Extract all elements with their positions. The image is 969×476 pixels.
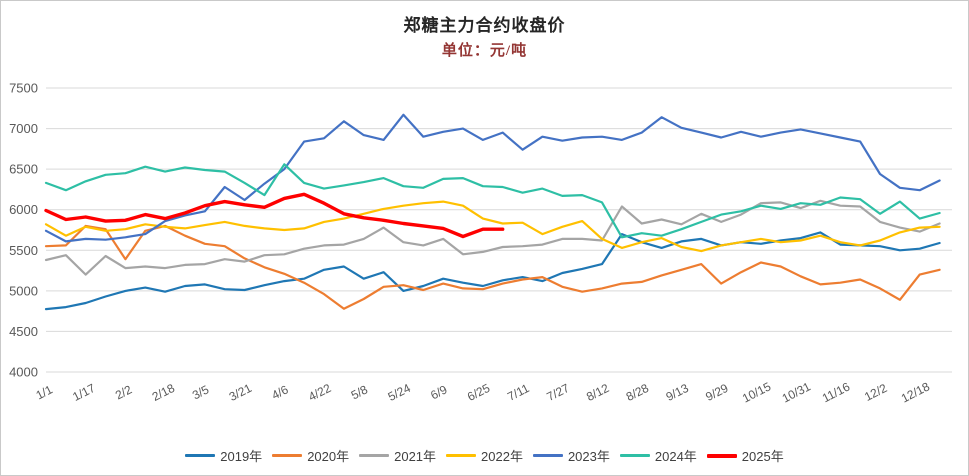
series-line-2023年 xyxy=(44,113,941,243)
legend-label: 2022年 xyxy=(481,449,523,464)
legend-label: 2019年 xyxy=(220,449,263,464)
legend-line-swatch-icon xyxy=(359,454,390,457)
legend-label: 2024年 xyxy=(654,449,697,464)
y-axis-tick-label: 5000 xyxy=(9,283,38,298)
x-axis-tick-label: 4/22 xyxy=(306,381,333,404)
x-axis-tick-label: 4/6 xyxy=(269,382,291,402)
y-axis-tick-label: 6000 xyxy=(9,202,38,217)
x-axis-tick-label: 6/9 xyxy=(428,382,450,402)
x-axis-tick-label: 3/21 xyxy=(227,381,254,404)
x-axis-tick-label: 1/1 xyxy=(34,382,56,402)
x-axis-tick-label: 8/28 xyxy=(624,381,651,404)
chart-subtitle: 单位：元/吨 xyxy=(441,43,528,59)
x-axis-tick-label: 7/11 xyxy=(505,381,532,404)
series-line-2020年 xyxy=(44,224,941,310)
legend-item-2023年: 2023年 xyxy=(532,446,610,465)
x-axis-tick-label: 10/31 xyxy=(780,379,813,405)
x-axis-tick-label: 2/2 xyxy=(113,382,135,402)
x-axis-tick-label: 3/5 xyxy=(190,382,212,402)
x-axis-tick-label: 5/8 xyxy=(349,382,371,402)
x-axis-tick-label: 11/16 xyxy=(820,379,853,405)
x-axis-tick-label: 2/18 xyxy=(150,381,177,404)
x-axis-tick-label: 5/24 xyxy=(386,381,413,404)
x-axis-tick-label: 8/12 xyxy=(584,381,611,404)
legend-line-swatch-icon xyxy=(185,454,216,457)
x-axis-tick-label: 1/17 xyxy=(70,381,97,404)
legend-item-2022年: 2022年 xyxy=(446,446,523,465)
y-axis-tick-label: 7000 xyxy=(9,121,38,136)
legend-line-swatch-icon xyxy=(446,454,477,457)
x-axis-tick-label: 9/13 xyxy=(664,381,691,404)
y-axis-tick-label: 7500 xyxy=(9,81,38,96)
chart-legend: 2019年 2020年 2021年 2022年 2023年 2024年 2025年 xyxy=(1,446,968,465)
legend-item-2020年: 2020年 xyxy=(272,446,349,465)
y-axis-tick-label: 6500 xyxy=(9,162,38,177)
x-axis-tick-label: 12/2 xyxy=(862,381,889,404)
legend-item-2024年: 2024年 xyxy=(619,446,697,465)
legend-label: 2021年 xyxy=(394,449,437,464)
legend-label: 2025年 xyxy=(741,449,784,464)
x-axis-tick-label: 6/25 xyxy=(465,381,492,404)
x-axis-tick-label: 9/29 xyxy=(703,381,730,404)
legend-line-swatch-icon xyxy=(706,453,737,458)
legend-line-swatch-icon xyxy=(532,454,563,457)
chart-title: 郑糖主力合约收盘价 xyxy=(403,16,566,35)
legend-label: 2020年 xyxy=(307,449,350,464)
series-line-2022年 xyxy=(44,200,941,253)
legend-item-2021年: 2021年 xyxy=(359,446,436,465)
legend-line-swatch-icon xyxy=(619,454,650,457)
series-line-2024年 xyxy=(44,163,941,239)
x-axis-tick-label: 12/18 xyxy=(899,379,932,405)
y-axis-tick-label: 4000 xyxy=(9,365,38,380)
legend-line-swatch-icon xyxy=(272,454,303,457)
legend-label: 2023年 xyxy=(567,449,610,464)
y-axis-tick-label: 4500 xyxy=(9,324,38,339)
legend-item-2019年: 2019年 xyxy=(185,446,262,465)
series-line-2025年 xyxy=(44,192,505,239)
series-line-2019年 xyxy=(44,231,941,311)
x-axis-tick-label: 10/15 xyxy=(740,379,773,405)
x-axis-tick-label: 7/27 xyxy=(544,381,571,404)
y-axis-tick-label: 5500 xyxy=(9,243,38,258)
legend-item-2025年: 2025年 xyxy=(706,446,784,465)
